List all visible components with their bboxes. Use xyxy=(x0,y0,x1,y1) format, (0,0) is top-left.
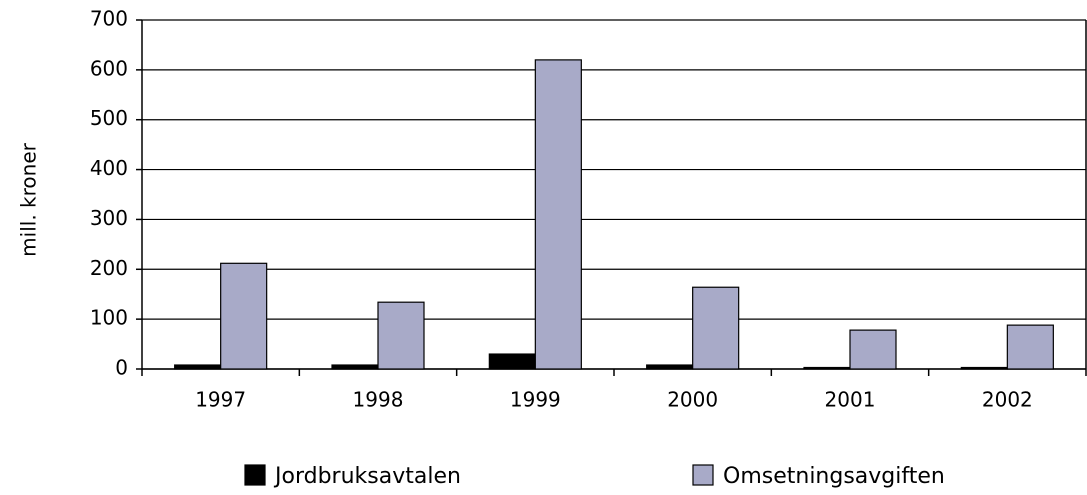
y-tick-label: 400 xyxy=(90,156,128,180)
bar xyxy=(692,286,740,370)
x-tick-label: 1998 xyxy=(353,388,404,412)
y-tick-label: 200 xyxy=(90,256,128,280)
bar xyxy=(849,329,897,370)
x-tick-label: 2002 xyxy=(982,388,1033,412)
bar xyxy=(646,364,694,370)
y-tick-label: 0 xyxy=(115,356,128,380)
y-tick-label: 300 xyxy=(90,206,128,230)
y-tick-label: 600 xyxy=(90,56,128,80)
bar xyxy=(1006,324,1054,370)
legend-swatch xyxy=(244,464,266,486)
bar xyxy=(488,353,536,370)
legend-swatch xyxy=(692,464,714,486)
x-tick-label: 1997 xyxy=(195,388,246,412)
bar xyxy=(803,366,851,370)
legend-label: Omsetningsavgiften xyxy=(723,464,945,489)
x-tick-label: 2000 xyxy=(667,388,718,412)
legend-label: Jordbruksavtalen xyxy=(273,464,461,489)
bar xyxy=(331,364,379,370)
bar xyxy=(534,59,582,370)
bar xyxy=(960,366,1008,370)
x-tick-label: 2001 xyxy=(825,388,876,412)
y-axis-label: mill. kroner xyxy=(17,142,41,256)
y-tick-label: 700 xyxy=(90,7,128,31)
bar xyxy=(174,364,222,370)
y-tick-label: 500 xyxy=(90,106,128,130)
y-tick-label: 100 xyxy=(90,306,128,330)
x-tick-label: 1999 xyxy=(510,388,561,412)
bar xyxy=(377,301,425,370)
bar xyxy=(220,262,268,370)
